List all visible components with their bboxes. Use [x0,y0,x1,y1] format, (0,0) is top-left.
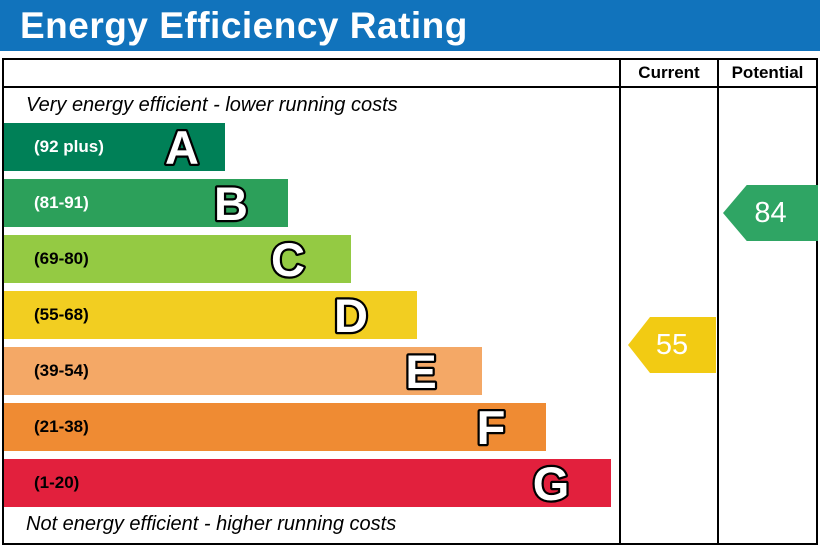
band-letter-icon: B [212,175,250,233]
current-column-header: Current [619,60,717,88]
band-area: Very energy efficient - lower running co… [4,88,619,543]
band-letter-text: E [405,345,436,398]
band-range-label: (69-80) [34,249,89,268]
band-letter-icon: C [269,231,307,289]
band-letter-text: C [271,233,305,286]
band-range-label: (92 plus) [34,137,104,156]
current-rating-value: 55 [655,328,689,361]
band-letter-text: G [533,457,570,510]
band-letter-icon: A [163,119,201,177]
band-letter-icon: D [332,287,370,345]
rating-band: (39-54) E [4,343,482,401]
chart-header-cell [4,60,619,88]
potential-rating-value: 84 [754,196,787,229]
band-letter-text: B [214,177,248,230]
band-range-label: (1-20) [34,473,80,492]
band-letter-text: F [477,401,506,454]
rating-band: (69-80) C [4,231,351,289]
band-letter-text: D [334,289,368,342]
rating-band: (92 plus) A [4,119,225,177]
band-letter-icon: F [474,399,507,457]
band-range-label: (39-54) [34,361,89,380]
current-rating-arrow: 55 [628,317,716,373]
top-caption: Very energy efficient - lower running co… [26,94,398,116]
rating-band: (1-20) G [4,455,611,513]
band-letter-text: A [165,121,199,174]
rating-band: (55-68) D [4,287,417,345]
rating-band: (81-91) B [4,175,288,233]
band-range-label: (21-38) [34,417,89,436]
potential-column: 84 [717,88,818,543]
potential-rating-arrow: 84 [723,185,818,241]
page-title: Energy Efficiency Rating [20,4,468,46]
current-column: 55 [619,88,717,543]
band-range-label: (55-68) [34,305,89,324]
band-letter-icon: E [403,343,439,401]
bottom-caption: Not energy efficient - higher running co… [26,513,397,535]
rating-band: (21-38) F [4,399,546,457]
rating-table: Current Potential Very energy efficient … [2,58,818,545]
potential-column-header: Potential [717,60,816,88]
band-letter-icon: G [530,455,571,513]
title-bar: Energy Efficiency Rating [0,0,820,51]
band-range-label: (81-91) [34,193,89,212]
